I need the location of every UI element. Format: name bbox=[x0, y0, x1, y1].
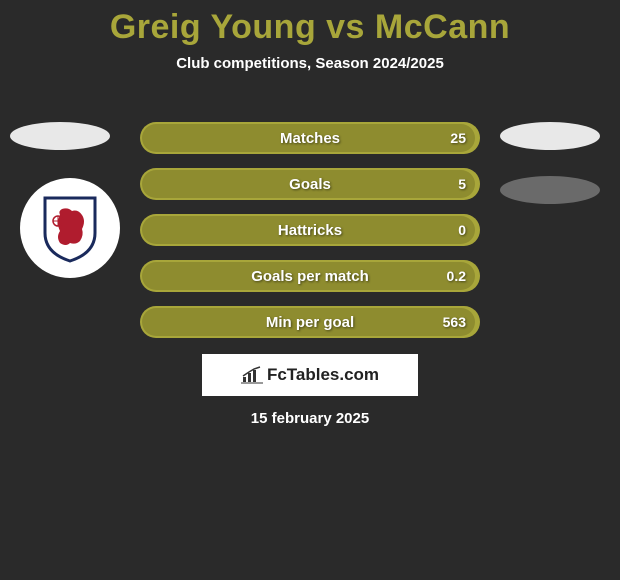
stat-value: 0.2 bbox=[447, 268, 466, 284]
date-text: 15 february 2025 bbox=[0, 410, 620, 427]
player-left-avatar-placeholder bbox=[10, 122, 110, 150]
stat-label: Matches bbox=[280, 130, 340, 147]
stat-label: Min per goal bbox=[266, 314, 354, 331]
stat-value: 5 bbox=[458, 176, 466, 192]
stat-bar: Goals per match 0.2 bbox=[140, 260, 480, 292]
title-text: Greig Young vs McCann bbox=[110, 8, 510, 46]
stat-value: 0 bbox=[458, 222, 466, 238]
stat-value: 25 bbox=[450, 130, 466, 146]
stat-bar: Matches 25 bbox=[140, 122, 480, 154]
club-badge bbox=[20, 178, 120, 278]
stat-bar: Min per goal 563 bbox=[140, 306, 480, 338]
stat-bar: Hattricks 0 bbox=[140, 214, 480, 246]
stat-value: 563 bbox=[443, 314, 466, 330]
comparison-bars: Matches 25 Goals 5 Hattricks 0 Goals per… bbox=[140, 122, 480, 352]
chart-icon bbox=[241, 366, 263, 384]
stat-label: Goals per match bbox=[251, 268, 369, 285]
subtitle: Club competitions, Season 2024/2025 bbox=[0, 55, 620, 72]
player-right-avatar-placeholder-2 bbox=[500, 176, 600, 204]
player-right-avatar-placeholder bbox=[500, 122, 600, 150]
stat-bar: Goals 5 bbox=[140, 168, 480, 200]
logo-text: FcTables.com bbox=[267, 365, 379, 385]
shield-icon bbox=[40, 193, 100, 263]
stat-label: Hattricks bbox=[278, 222, 342, 239]
fctables-logo: FcTables.com bbox=[202, 354, 418, 396]
stat-label: Goals bbox=[289, 176, 331, 193]
page-title: Greig Young vs McCann bbox=[0, 0, 620, 47]
